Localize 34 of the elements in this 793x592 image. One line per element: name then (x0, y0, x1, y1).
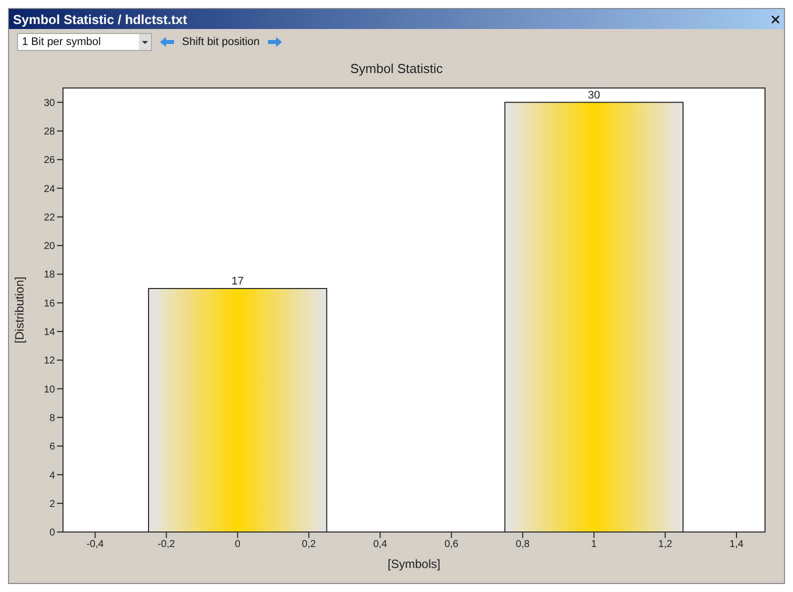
y-tick-label: 10 (44, 384, 56, 396)
data-label: 17 (231, 276, 244, 288)
y-tick-label: 22 (44, 212, 56, 224)
y-tick-label: 4 (49, 470, 56, 482)
y-tick-label: 28 (44, 126, 56, 138)
text: 1 Bit per symbol (22, 36, 101, 48)
x-tick-label: 1 (591, 539, 598, 550)
chart-title: Symbol Statistic (349, 61, 444, 76)
y-tick-label: 16 (44, 298, 56, 310)
y-tick-label: 0 (49, 528, 56, 539)
x-tick-label: 0,2 (302, 539, 316, 550)
y-tick-label: 14 (44, 327, 56, 338)
x-tick-label: 0,8 (516, 539, 530, 550)
x-tick-label: -0,2 (158, 539, 176, 550)
x-axis-title: [Symbols] (388, 557, 440, 571)
x-tick-label: 0,6 (444, 539, 459, 550)
y-tick-label: 24 (44, 184, 56, 195)
x-tick-label: 0,4 (373, 539, 388, 550)
y-tick-label: 6 (49, 442, 56, 453)
y-axis-title: [Distribution] (12, 276, 26, 344)
text: Symbol Statistic / hdlctst.txt (13, 12, 188, 26)
text: Shift bit position (182, 36, 260, 48)
y-tick-label: 12 (44, 356, 56, 367)
y-tick-label: 20 (44, 241, 56, 252)
x-tick-label: 1,4 (730, 539, 744, 550)
x-tick-label: -0,4 (86, 539, 104, 550)
y-tick-label: 8 (49, 412, 56, 424)
x-tick-label: 1,2 (658, 539, 673, 550)
y-tick-label: 2 (49, 498, 56, 510)
x-tick-label: 0 (234, 539, 241, 550)
y-tick-label: 26 (44, 155, 56, 166)
y-tick-label: 30 (44, 98, 56, 109)
y-tick-label: 18 (44, 270, 56, 281)
data-label: 30 (588, 89, 600, 102)
